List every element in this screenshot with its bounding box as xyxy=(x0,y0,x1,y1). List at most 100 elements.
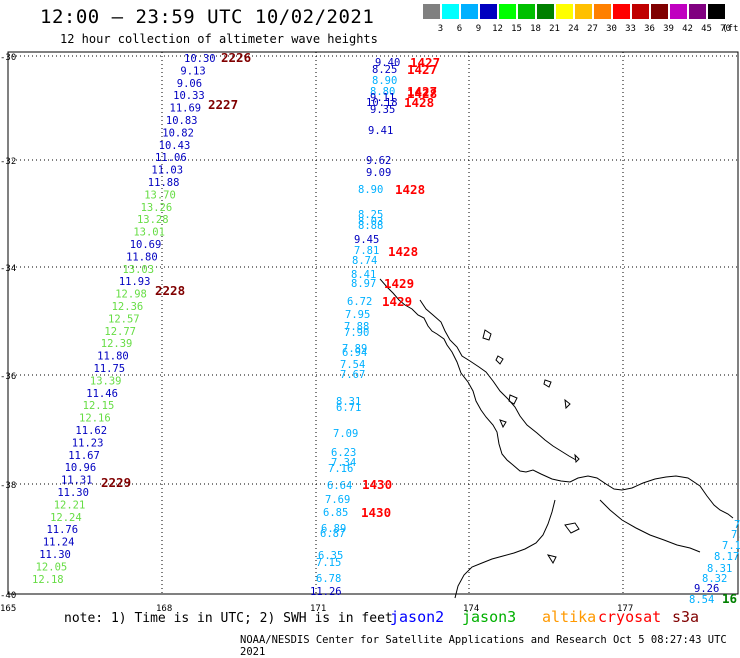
wave-height-value: 6.85 xyxy=(323,507,348,519)
wave-height-value: 7.90 xyxy=(344,327,369,339)
longitude-label: 168 xyxy=(156,604,172,614)
satellite-jason2: jason2 xyxy=(390,608,445,626)
wave-height-value: 7.89 xyxy=(342,343,367,355)
wave-height-value: 13.01 xyxy=(133,227,165,239)
legend-label: 30 xyxy=(606,24,617,34)
wave-height-value: 8.31 xyxy=(707,563,732,575)
legend-label: 36 xyxy=(644,24,655,34)
wave-height-value: 11.76 xyxy=(46,524,78,536)
wave-height-value: 7. xyxy=(734,519,740,531)
coastline-north-island-east xyxy=(419,299,577,461)
legend-swatch xyxy=(461,4,478,19)
wave-height-value: 7.09 xyxy=(333,428,358,440)
wave-height-value: 9.62 xyxy=(366,155,391,167)
wave-height-value: 7.1 xyxy=(722,540,740,552)
altimeter-tracks: 10.309.139.0610.3311.6910.8310.8210.4311… xyxy=(32,50,740,606)
legend-swatch xyxy=(499,4,516,19)
wave-height-value: 9.45 xyxy=(354,234,379,246)
wave-height-value: 11.75 xyxy=(94,363,126,375)
wave-height-value: 13.39 xyxy=(90,375,122,387)
credit-line: NOAA/NESDIS Center for Satellite Applica… xyxy=(240,634,727,658)
wave-height-value: 6.35 xyxy=(318,550,343,562)
wave-height-value: 6.72 xyxy=(347,296,372,308)
wave-height-value: 8.31 xyxy=(336,396,361,408)
legend-swatch xyxy=(632,4,649,19)
satellite-s3a: s3a xyxy=(672,608,700,626)
wave-height-value: 13.26 xyxy=(141,202,173,214)
wave-height-value: 11.93 xyxy=(119,276,151,288)
legend-label: 39 xyxy=(663,24,674,34)
wave-height-value: 11.26 xyxy=(310,586,342,598)
wave-height-value: 10.96 xyxy=(65,462,97,474)
time-label: 1428 xyxy=(404,95,434,110)
wave-height-value: 13.28 xyxy=(137,214,169,226)
map-subtitle: 12 hour collection of altimeter wave hei… xyxy=(60,32,378,46)
time-label: 2226 xyxy=(221,50,251,65)
wave-height-value: 11.23 xyxy=(72,437,104,449)
time-label: 1428 xyxy=(388,244,418,259)
legend-label: 15 xyxy=(511,24,522,34)
legend-swatch xyxy=(556,4,573,19)
legend-swatch xyxy=(442,4,459,19)
wave-height-value: 9.26 xyxy=(694,583,719,595)
wave-height-value: 7.54 xyxy=(340,359,365,371)
wave-height-value: 10.83 xyxy=(166,115,198,127)
legend-label: (ft) xyxy=(722,24,740,34)
wave-height-value: 9.40 xyxy=(375,57,400,69)
wave-height-value: 6.87 xyxy=(320,528,345,540)
wave-height-value: 9.09 xyxy=(366,167,391,179)
wave-height-value: 13.03 xyxy=(122,264,154,276)
wave-height-value: 8.41 xyxy=(351,269,376,281)
wave-height-value: 11.80 xyxy=(97,351,129,363)
legend-swatch xyxy=(689,4,706,19)
wave-height-value: 7.67 xyxy=(340,369,365,381)
wave-height-value: 7.34 xyxy=(331,457,356,469)
wave-height-value: 6.78 xyxy=(316,573,341,585)
wave-height-value: 6.71 xyxy=(336,402,361,414)
legend-label: 42 xyxy=(682,24,693,34)
wave-height-value: 10.82 xyxy=(162,127,194,139)
wave-height-value: 11.88 xyxy=(148,177,180,189)
legend-swatch xyxy=(708,4,725,19)
wave-height-value: 10.18 xyxy=(366,97,398,109)
wave-height-value: 12.24 xyxy=(50,512,82,524)
wave-height-value: 7. xyxy=(731,529,740,541)
time-label: 1430 xyxy=(362,477,392,492)
legend-swatch xyxy=(518,4,535,19)
wave-height-value: 11.31 xyxy=(61,475,93,487)
wave-height-value: 9.13 xyxy=(180,65,205,77)
legend-swatch xyxy=(537,4,554,19)
wave-height-value: 10.30 xyxy=(184,53,216,65)
axis-labels: -30 -32 -34 -36 -38 -40 165 168 171 174 177 xyxy=(0,53,633,614)
time-label: 16 xyxy=(722,591,737,606)
wave-height-value: 12.36 xyxy=(112,301,144,313)
legend-label: 21 xyxy=(549,24,560,34)
wave-height-value: 8.74 xyxy=(352,255,377,267)
latitude-label: -32 xyxy=(0,157,16,167)
satellite-cryosat: cryosat xyxy=(598,608,662,626)
time-label: 2228 xyxy=(155,283,185,298)
time-label: 1428 xyxy=(395,182,425,197)
time-label: 1430 xyxy=(361,505,391,520)
time-label: 1429 xyxy=(382,294,412,309)
wave-height-value: 12.05 xyxy=(36,561,68,573)
legend-label: 12 xyxy=(492,24,503,34)
longitude-label: 165 xyxy=(0,604,16,614)
wave-height-value: 12.16 xyxy=(79,413,111,425)
time-label: 2229 xyxy=(101,475,131,490)
wave-height-value: 8.90 xyxy=(372,75,397,87)
wave-height-value: 6.23 xyxy=(331,447,356,459)
wave-height-value: 10.43 xyxy=(159,140,191,152)
wave-height-value: 13.70 xyxy=(144,189,176,201)
longitude-label: 174 xyxy=(463,604,479,614)
time-label: 2227 xyxy=(208,97,238,112)
wave-height-value: 8.80 xyxy=(370,86,395,98)
wave-height-value: 8.25 xyxy=(358,209,383,221)
legend-label: 3 xyxy=(437,24,444,34)
wave-height-value: 11.30 xyxy=(39,549,71,561)
wave-height-value: 11.06 xyxy=(155,152,187,164)
wave-height-value: 6.89 xyxy=(321,523,346,535)
wave-height-value: 8.90 xyxy=(358,184,383,196)
wave-height-value: 6.94 xyxy=(342,347,367,359)
